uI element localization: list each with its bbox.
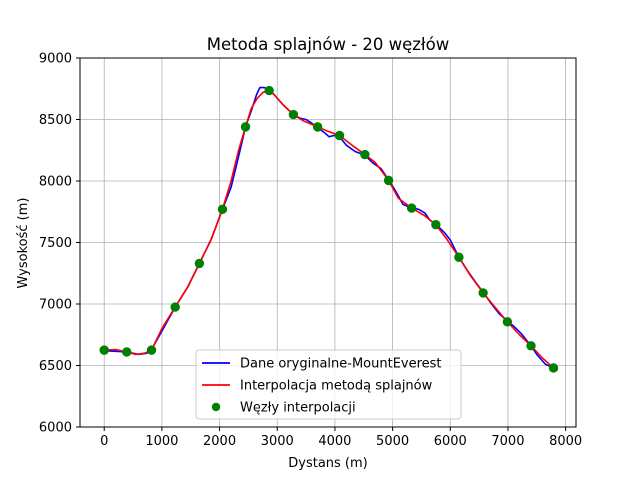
node-point [99,345,109,355]
y-tick-label: 6000 [39,421,72,436]
node-point [431,219,441,230]
legend: Dane oryginalne-MountEverest Interpolacja… [195,349,462,420]
node-point [526,341,536,351]
x-tick-label: 1000 [145,434,178,449]
series-layer [99,85,559,373]
node-point [288,109,299,120]
node-point [548,363,559,373]
x-tick-label: 2000 [203,434,236,449]
x-tick-label: 7000 [491,434,524,449]
ticks: 0 1000 2000 3000 4000 5000 6000 7000 8000 6000 650… [39,52,582,450]
node-point [194,258,205,269]
x-tick-label: 3000 [261,434,294,449]
node-point [170,302,180,312]
y-tick-label: 8500 [39,113,72,128]
node-point [264,85,274,96]
chart-title: Metoda splajnów - 20 węzłów [207,35,449,54]
node-point [406,203,417,213]
y-axis-label: Wysokość (m) [16,198,31,289]
node-point [217,204,228,214]
legend-label: Węzły interpolacji [240,401,356,416]
legend-box [195,349,462,420]
x-tick-label: 0 [100,434,108,449]
node-point [240,122,251,132]
node-point [360,149,370,160]
legend-handle-nodes [211,402,221,412]
node-point [146,345,157,355]
y-tick-label: 7000 [39,298,72,313]
node-point [383,175,394,186]
y-tick-label: 9000 [39,52,72,67]
y-tick-label: 6500 [39,359,72,374]
y-tick-label: 8000 [39,175,72,190]
node-point [334,130,345,141]
legend-label: Interpolacja metodą splajnów [240,379,433,394]
x-tick-label: 4000 [318,434,351,449]
x-tick-label: 8000 [549,434,582,449]
legend-label: Dane oryginalne-MountEverest [240,357,442,372]
node-point [122,347,132,357]
node-point [502,317,513,327]
node-point [478,288,488,298]
x-axis-label: Dystans (m) [288,456,368,471]
x-tick-label: 5000 [376,434,409,449]
node-point [454,252,464,262]
y-tick-label: 7500 [39,236,72,251]
x-tick-label: 6000 [434,434,467,449]
node-point [312,122,323,132]
